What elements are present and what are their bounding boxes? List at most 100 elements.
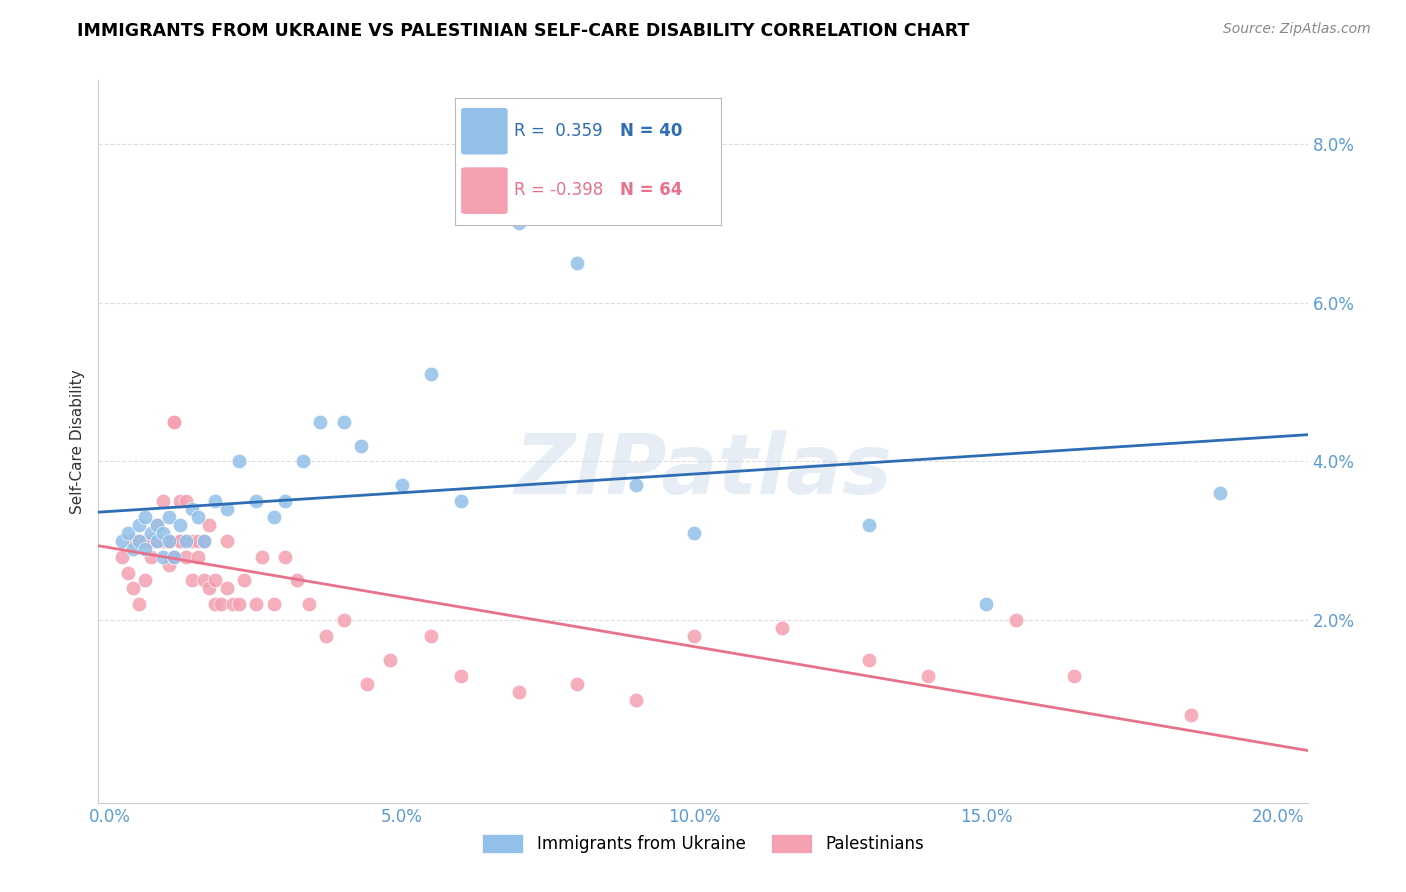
Point [169, 533, 191, 548]
Point [157, 510, 180, 524]
Point [128, 533, 150, 548]
Point [174, 533, 197, 548]
Point [146, 533, 169, 548]
Point [122, 582, 145, 596]
Text: ZIPatlas: ZIPatlas [515, 430, 891, 511]
Text: Source: ZipAtlas.com: Source: ZipAtlas.com [1223, 22, 1371, 37]
Point [204, 574, 226, 588]
Point [198, 517, 221, 532]
Point [858, 653, 880, 667]
Point [420, 629, 443, 643]
Point [291, 454, 314, 468]
Point [1004, 613, 1026, 627]
Point [198, 582, 221, 596]
Point [139, 549, 162, 564]
Point [332, 415, 354, 429]
Point [163, 415, 186, 429]
Point [683, 525, 706, 540]
Point [152, 525, 174, 540]
Point [624, 478, 647, 492]
Point [152, 549, 174, 564]
Point [169, 533, 191, 548]
Point [508, 216, 530, 230]
Point [309, 415, 332, 429]
Point [134, 510, 156, 524]
Point [174, 494, 197, 508]
Point [117, 525, 139, 540]
Point [157, 533, 180, 548]
Point [450, 669, 472, 683]
Point [567, 256, 589, 270]
Point [157, 558, 180, 572]
Point [187, 549, 209, 564]
Point [134, 541, 156, 556]
Point [263, 597, 285, 611]
Point [683, 629, 706, 643]
Point [350, 438, 373, 452]
Point [111, 533, 134, 548]
Point [134, 533, 156, 548]
Point [222, 597, 245, 611]
Point [187, 510, 209, 524]
Point [770, 621, 793, 635]
Point [134, 574, 156, 588]
Point [315, 629, 337, 643]
Point [128, 517, 150, 532]
Point [180, 533, 202, 548]
Point [380, 653, 402, 667]
Point [169, 494, 191, 508]
Point [139, 525, 162, 540]
Point [233, 574, 256, 588]
Point [263, 510, 285, 524]
Point [228, 454, 250, 468]
Point [146, 533, 169, 548]
Point [858, 517, 880, 532]
Point [157, 533, 180, 548]
Point [174, 549, 197, 564]
Point [139, 533, 162, 548]
Point [128, 597, 150, 611]
Point [187, 533, 209, 548]
Point [209, 597, 232, 611]
Point [1180, 708, 1202, 723]
Point [169, 517, 191, 532]
Point [152, 533, 174, 548]
Point [274, 494, 297, 508]
Point [250, 549, 273, 564]
Point [157, 533, 180, 548]
Point [128, 533, 150, 548]
Point [193, 574, 215, 588]
Point [163, 549, 186, 564]
Point [215, 582, 238, 596]
Point [193, 533, 215, 548]
Point [917, 669, 939, 683]
Point [122, 541, 145, 556]
Point [117, 566, 139, 580]
Point [122, 533, 145, 548]
Point [193, 533, 215, 548]
Point [624, 692, 647, 706]
Point [245, 494, 267, 508]
Point [180, 574, 202, 588]
Point [180, 502, 202, 516]
Point [356, 676, 378, 690]
Point [228, 597, 250, 611]
Text: IMMIGRANTS FROM UKRAINE VS PALESTINIAN SELF-CARE DISABILITY CORRELATION CHART: IMMIGRANTS FROM UKRAINE VS PALESTINIAN S… [77, 22, 970, 40]
Point [163, 549, 186, 564]
Point [157, 533, 180, 548]
Point [163, 415, 186, 429]
Point [204, 494, 226, 508]
Point [420, 367, 443, 381]
Point [332, 613, 354, 627]
Point [508, 684, 530, 698]
Point [215, 502, 238, 516]
Point [274, 549, 297, 564]
Point [567, 676, 589, 690]
Point [974, 597, 997, 611]
Point [450, 494, 472, 508]
Point [298, 597, 321, 611]
Point [245, 597, 267, 611]
Legend: Immigrants from Ukraine, Palestinians: Immigrants from Ukraine, Palestinians [475, 827, 931, 860]
Point [391, 478, 413, 492]
Point [111, 549, 134, 564]
